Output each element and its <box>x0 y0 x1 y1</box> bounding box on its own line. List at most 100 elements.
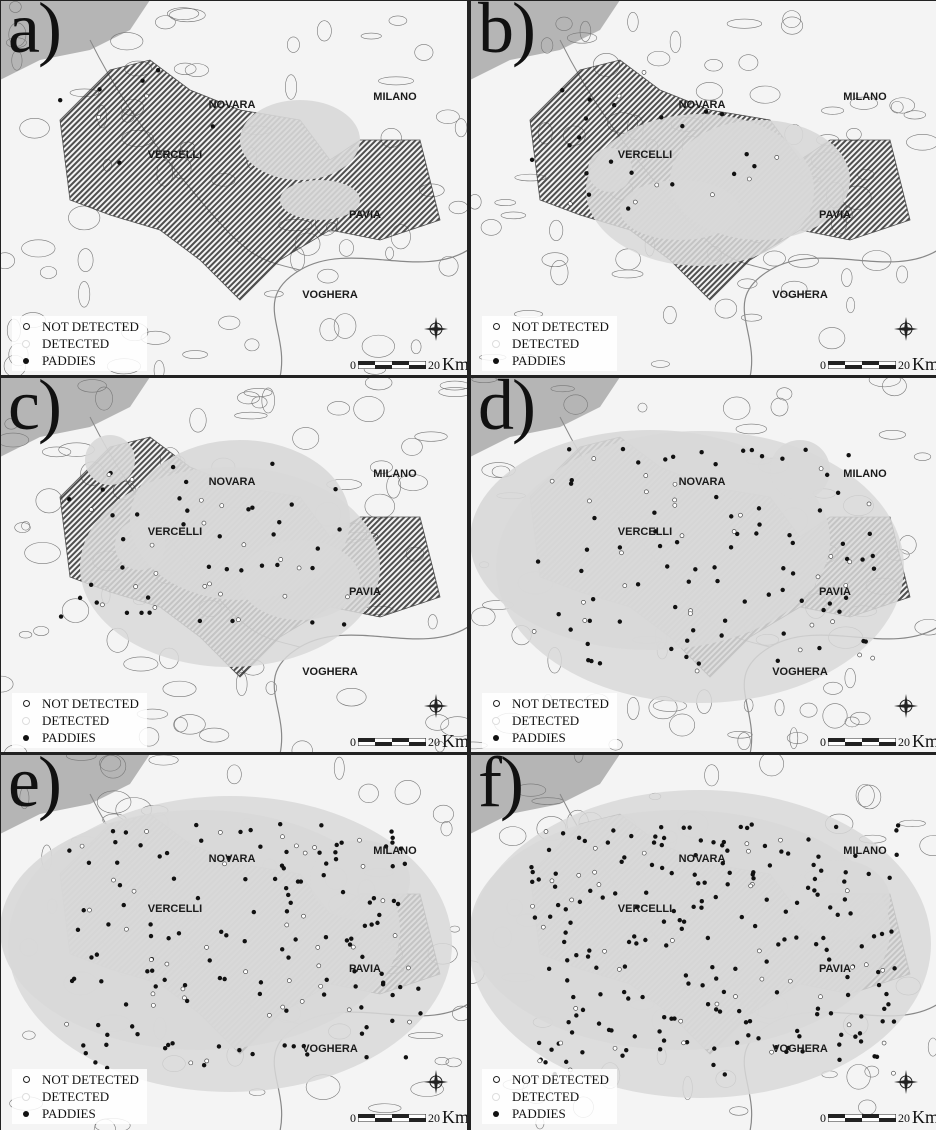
not-detected-site-marker <box>679 533 685 538</box>
not-detected-site-marker <box>204 1058 210 1064</box>
detected-site-marker <box>217 975 223 981</box>
detected-site-marker <box>565 958 570 963</box>
not-detected-site-marker <box>129 477 135 482</box>
detected-site-marker <box>181 522 186 527</box>
detected-site-marker <box>891 1019 897 1024</box>
contour-line <box>627 12 639 32</box>
contour-line <box>155 15 176 30</box>
contour-line <box>162 680 197 698</box>
detected-site-marker <box>828 905 833 910</box>
detected-site-marker <box>58 614 64 619</box>
contour-line <box>729 1106 749 1116</box>
legend-detected: DETECTED <box>512 335 580 351</box>
paddies-symbol <box>16 732 36 744</box>
detected-site-marker <box>596 1021 602 1026</box>
not-detected-site-marker <box>207 581 212 587</box>
paddies-symbol <box>486 355 506 367</box>
scale-unit: Km <box>442 1107 468 1127</box>
city-label-voghera: VOGHERA <box>772 666 828 678</box>
detected-site-marker <box>635 582 641 587</box>
detected-site-marker <box>171 876 177 881</box>
detected-site-marker <box>195 895 201 901</box>
contour-line <box>846 1064 871 1090</box>
detected-site-marker <box>590 596 596 602</box>
detected-site-marker <box>727 870 732 876</box>
not-detected-site-marker <box>617 967 622 972</box>
detected-site-marker <box>284 1008 289 1013</box>
detected-site-marker <box>110 829 116 834</box>
detected-site-marker <box>585 954 591 959</box>
not-detected-site-marker <box>672 503 678 508</box>
detected-site-marker <box>319 823 324 828</box>
contour-line <box>173 62 197 75</box>
not-detected-site-marker <box>219 503 225 508</box>
contour-line <box>555 16 573 31</box>
buffer-area <box>770 440 830 500</box>
detected-symbol <box>16 338 36 350</box>
not-detected-site-marker <box>694 668 700 674</box>
detected-site-marker <box>859 1014 864 1019</box>
detected-site-marker <box>222 976 227 982</box>
detected-site-marker <box>889 929 894 934</box>
detected-site-marker <box>377 912 382 918</box>
detected-site-marker <box>293 937 298 942</box>
contour-line <box>737 732 751 751</box>
not-detected-site-marker <box>218 830 223 835</box>
detected-site-marker <box>659 842 664 848</box>
contour-line <box>669 713 696 737</box>
contour-line <box>234 411 268 420</box>
map-panel-c: NOVARA MILANO VERCELLI PAVIA VOGHERA c) NOT … <box>0 377 468 754</box>
detected-site-marker <box>166 936 171 941</box>
detected-site-marker <box>815 892 820 897</box>
detected-site-marker <box>794 1028 800 1034</box>
detected-site-marker <box>617 619 623 624</box>
legend-paddies: PADDIES <box>42 1105 96 1121</box>
detected-site-marker <box>845 974 850 980</box>
contour-line <box>626 697 640 720</box>
detected-site-marker <box>546 966 552 972</box>
map-panel-e: NOVARA MILANO VERCELLI PAVIA VOGHERA e) NOT … <box>0 754 468 1130</box>
detected-site-marker <box>684 1040 690 1045</box>
not-detected-site-marker <box>678 1018 684 1024</box>
map-canvas: NOVARA MILANO VERCELLI PAVIA VOGHERA <box>470 377 936 754</box>
detected-site-marker <box>846 453 851 458</box>
detected-site-marker <box>754 531 759 536</box>
contour-line <box>776 387 793 401</box>
detected-site-marker <box>162 977 167 983</box>
detected-site-marker <box>700 983 705 988</box>
detected-site-marker <box>553 871 558 876</box>
detected-site-marker <box>105 1032 110 1038</box>
detected-site-marker <box>711 840 716 845</box>
detected-site-marker <box>568 627 573 632</box>
detected-site-marker <box>781 566 786 571</box>
detected-site-marker <box>530 879 535 885</box>
detected-site-marker <box>756 1036 761 1041</box>
detected-site-marker <box>555 902 561 908</box>
buffer-area <box>620 180 740 240</box>
city-label-vercelli: VERCELLI <box>618 526 672 538</box>
contour-line <box>237 391 260 405</box>
not-detected-site-marker <box>863 962 869 967</box>
contour-line <box>96 790 132 814</box>
contour-line <box>425 714 450 731</box>
detected-site-marker <box>86 860 92 865</box>
detected-site-marker <box>94 952 100 957</box>
not-detected-symbol <box>486 321 506 333</box>
not-detected-site-marker <box>641 70 647 75</box>
detected-site-marker <box>339 840 344 845</box>
legend-paddies: PADDIES <box>512 1105 566 1121</box>
detected-site-marker <box>117 883 123 888</box>
detected-site-marker <box>880 1019 885 1024</box>
detected-site-marker <box>239 568 244 573</box>
contour-line <box>6 37 27 48</box>
contour-line <box>251 396 268 409</box>
detected-site-marker <box>751 876 756 881</box>
detected-site-marker <box>197 618 203 624</box>
contour-line <box>471 377 498 383</box>
contour-line <box>650 360 670 368</box>
not-detected-site-marker <box>592 845 598 851</box>
detected-site-marker <box>333 850 338 855</box>
detected-site-marker <box>140 78 145 83</box>
detected-site-marker <box>597 661 603 666</box>
detected-site-marker <box>375 920 380 926</box>
